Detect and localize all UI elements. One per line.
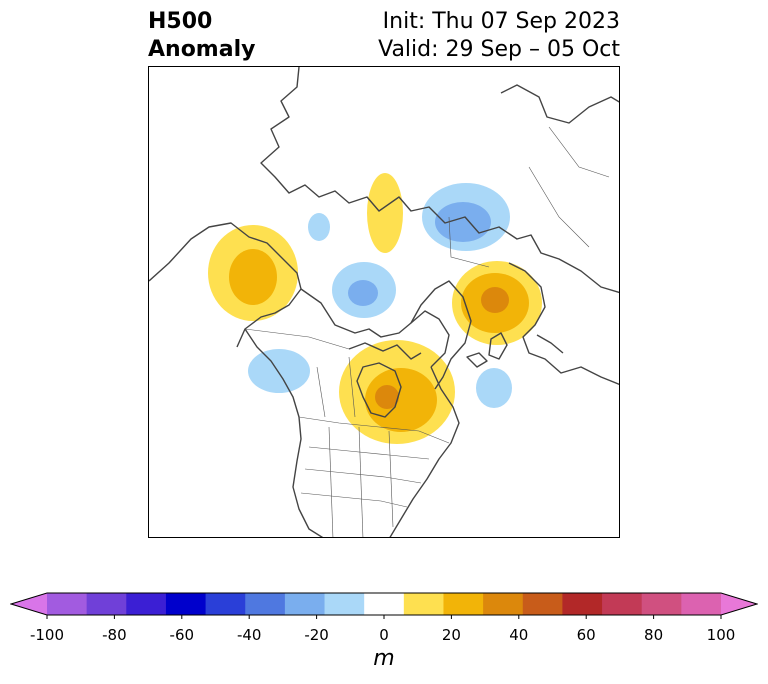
colorbar-bin [126, 593, 167, 615]
coastlines [149, 67, 619, 537]
colorbar-units-label: m [373, 646, 395, 671]
colorbar-bin [522, 593, 563, 615]
anomaly-positive-scandinavia-core [481, 287, 509, 313]
colorbar-bin [245, 593, 286, 615]
anomaly-map [149, 67, 619, 537]
colorbar-bin [284, 593, 326, 615]
colorbar-bin [364, 593, 405, 615]
colorbar-tick-label: -40 [236, 626, 262, 644]
colorbar-bin [602, 593, 643, 615]
colorbar-bin [324, 593, 365, 615]
anomaly-negative-siberia-core [435, 202, 491, 242]
colorbar-tick-label: 60 [576, 626, 596, 644]
map-title-left: H500 Anomaly [148, 8, 255, 64]
colorbar-bin [86, 593, 127, 615]
colorbar-tick-label: -80 [102, 626, 127, 644]
anomaly-positive-hudson-bay-core [375, 385, 399, 409]
anomaly-fields [208, 173, 542, 444]
valid-range: Valid: 29 Sep – 05 Oct [378, 37, 620, 62]
colorbar-bin [403, 593, 444, 615]
colorbar-bin [681, 593, 722, 615]
borders [244, 126, 610, 537]
colorbar-extend-max [721, 593, 757, 615]
colorbar-bin [641, 593, 682, 615]
colorbar-extend-min [11, 593, 47, 615]
colorbar-tick-label: -100 [29, 626, 65, 644]
map-title-right: Init: Thu 07 Sep 2023 Valid: 29 Sep – 05… [378, 8, 620, 64]
anomaly-negative-arctic-core [348, 280, 378, 306]
colorbar-tick-label: -60 [169, 626, 195, 644]
colorbar-tick-label: 80 [644, 626, 664, 644]
colorbar-bin [205, 593, 246, 615]
init-date: Init: Thu 07 Sep 2023 [382, 9, 620, 34]
colorbar-tick-label: 100 [706, 626, 736, 644]
colorbar-tick-label: 0 [379, 626, 389, 644]
colorbar-bin [562, 593, 603, 615]
colorbar-bin [483, 593, 524, 615]
colorbar-bin [165, 593, 207, 615]
colorbar-bin [47, 593, 88, 615]
map-panel [148, 66, 620, 538]
colorbar-tick-label: 20 [441, 626, 461, 644]
title-variable: H500 [148, 9, 213, 34]
colorbar-bin [443, 593, 484, 615]
anomaly-positive-east-siberian [367, 173, 403, 253]
colorbar-tick-label: -20 [304, 626, 329, 644]
anomaly-positive-gulf-of-alaska-core [229, 249, 277, 305]
colorbar [10, 592, 758, 619]
anomaly-negative-east-pacific [248, 349, 310, 393]
anomaly-negative-chukchi [308, 213, 330, 241]
anomaly-negative-north-atlantic [476, 368, 512, 408]
colorbar-tick-label: 40 [509, 626, 529, 644]
title-anomaly: Anomaly [148, 37, 256, 62]
